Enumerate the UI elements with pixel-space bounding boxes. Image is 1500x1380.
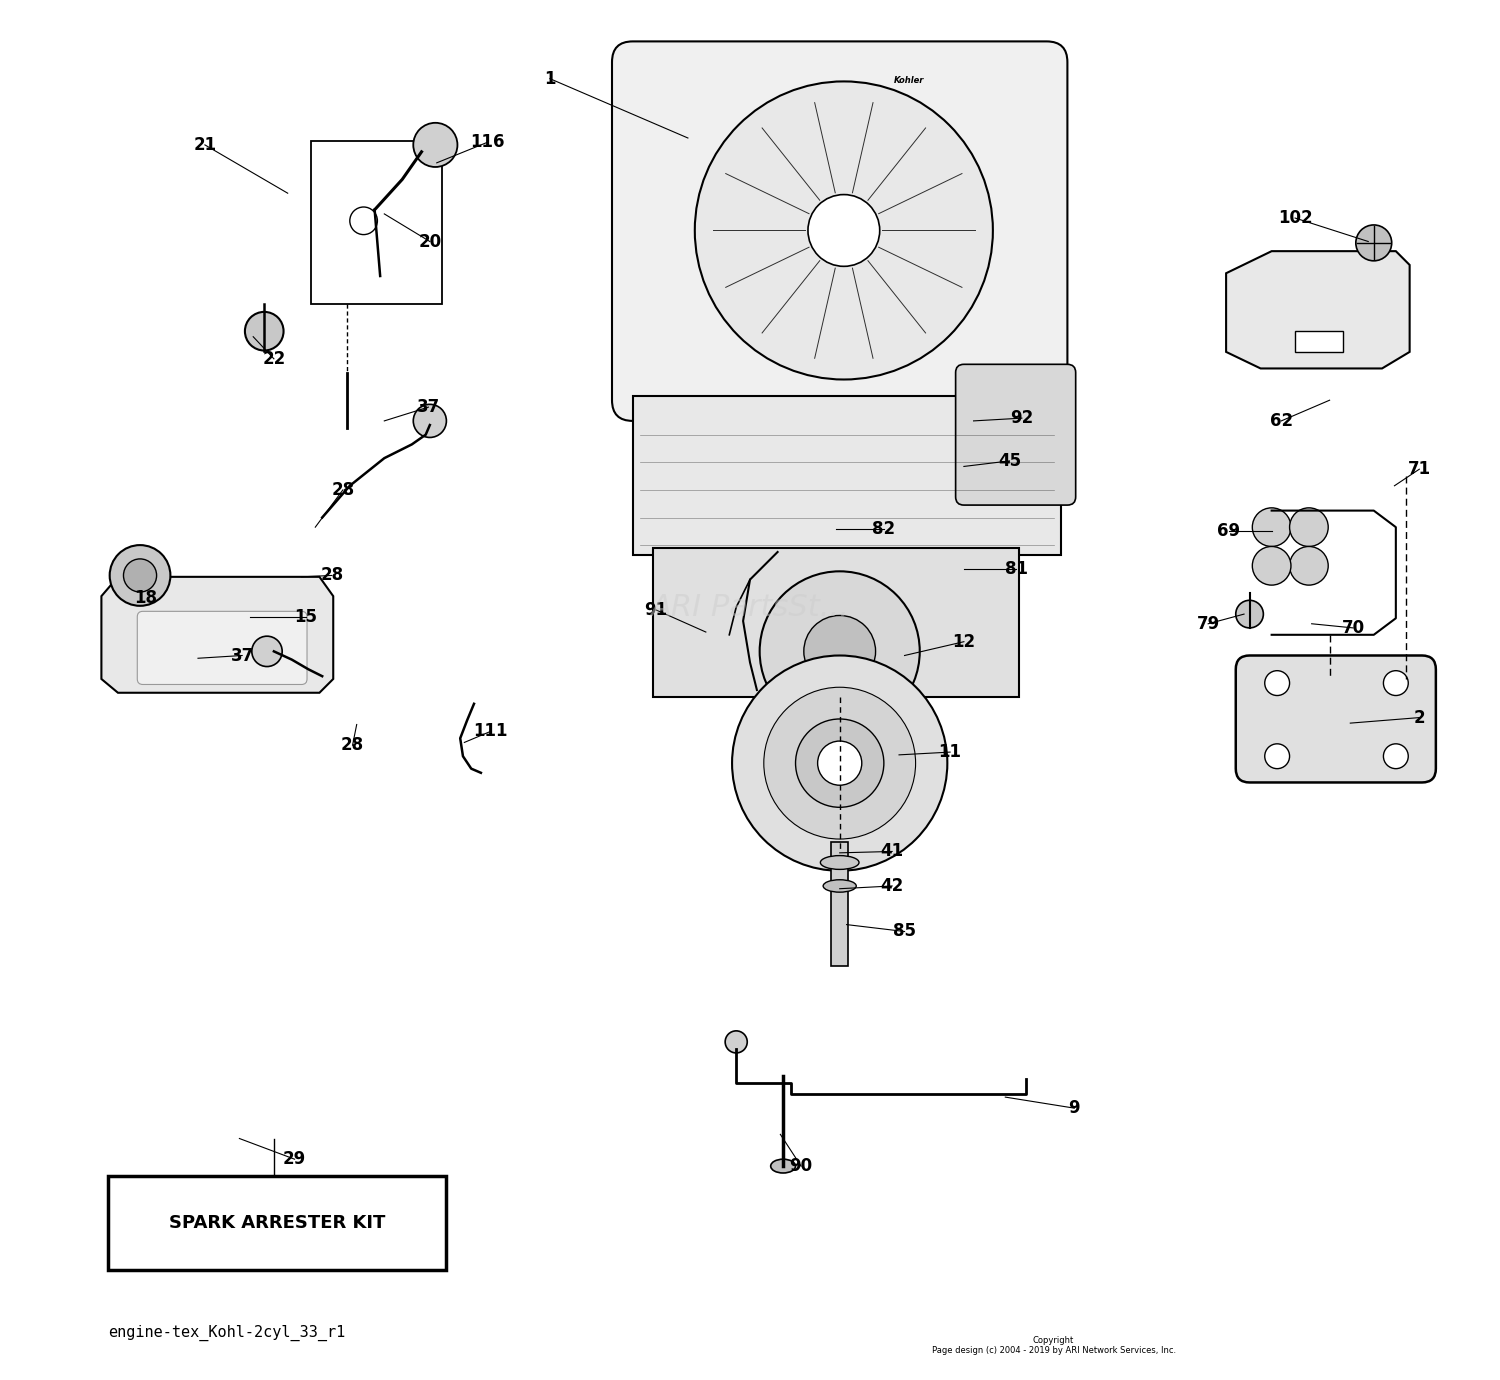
Circle shape (694, 81, 993, 380)
Circle shape (759, 571, 920, 731)
Circle shape (1290, 546, 1328, 585)
Text: 102: 102 (1278, 208, 1312, 228)
Ellipse shape (821, 856, 860, 869)
Text: 45: 45 (998, 451, 1022, 471)
Circle shape (252, 636, 282, 667)
Text: 15: 15 (294, 607, 316, 627)
FancyBboxPatch shape (138, 611, 308, 684)
Circle shape (244, 312, 284, 351)
Text: SPARK ARRESTER KIT: SPARK ARRESTER KIT (170, 1213, 386, 1232)
FancyBboxPatch shape (831, 842, 848, 966)
Text: 90: 90 (789, 1156, 813, 1176)
Text: 11: 11 (939, 742, 962, 762)
Circle shape (1264, 744, 1290, 769)
Circle shape (414, 123, 458, 167)
Circle shape (1252, 546, 1292, 585)
Polygon shape (1294, 331, 1344, 352)
Circle shape (1383, 744, 1408, 769)
Text: 42: 42 (880, 876, 904, 896)
Text: 29: 29 (284, 1150, 306, 1169)
Text: 22: 22 (262, 349, 285, 368)
Circle shape (1236, 600, 1263, 628)
Text: 81: 81 (1005, 559, 1028, 578)
Text: 2: 2 (1413, 708, 1425, 727)
FancyBboxPatch shape (633, 396, 1060, 555)
Text: 71: 71 (1407, 460, 1431, 479)
Text: 92: 92 (1010, 408, 1034, 428)
FancyBboxPatch shape (108, 1176, 447, 1270)
Text: 20: 20 (419, 232, 441, 251)
Text: 12: 12 (952, 632, 975, 651)
Circle shape (724, 1031, 747, 1053)
Text: Kohler: Kohler (894, 76, 924, 84)
Circle shape (808, 195, 879, 266)
Text: 18: 18 (134, 588, 158, 607)
Circle shape (414, 404, 447, 437)
Circle shape (1383, 671, 1408, 696)
Circle shape (1264, 671, 1290, 696)
Circle shape (818, 741, 862, 785)
Text: 111: 111 (474, 722, 508, 741)
Text: 28: 28 (340, 736, 364, 755)
Text: 62: 62 (1269, 411, 1293, 431)
Circle shape (1356, 225, 1392, 261)
Circle shape (110, 545, 171, 606)
Circle shape (1252, 508, 1292, 546)
Circle shape (732, 656, 948, 871)
Circle shape (1290, 508, 1328, 546)
Text: engine-tex_Kohl-2cyl_33_r1: engine-tex_Kohl-2cyl_33_r1 (108, 1325, 345, 1341)
Circle shape (804, 615, 876, 687)
Text: 116: 116 (471, 132, 506, 152)
Text: 1: 1 (544, 69, 555, 88)
FancyBboxPatch shape (1236, 656, 1436, 782)
Text: 28: 28 (332, 480, 354, 500)
Text: 79: 79 (1197, 614, 1219, 633)
FancyBboxPatch shape (612, 41, 1068, 421)
FancyBboxPatch shape (956, 364, 1076, 505)
Text: 37: 37 (231, 646, 254, 665)
Circle shape (764, 687, 915, 839)
Text: 82: 82 (873, 519, 895, 538)
Circle shape (795, 719, 883, 807)
Ellipse shape (771, 1159, 795, 1173)
FancyBboxPatch shape (654, 548, 1018, 697)
Circle shape (350, 207, 378, 235)
Circle shape (123, 559, 156, 592)
Text: 9: 9 (1068, 1098, 1080, 1118)
Text: 91: 91 (645, 600, 668, 620)
Polygon shape (102, 577, 333, 693)
Text: 28: 28 (321, 566, 344, 585)
Polygon shape (1226, 251, 1410, 368)
Text: 37: 37 (417, 397, 440, 417)
Text: ARI PartsSt...: ARI PartsSt... (651, 592, 849, 622)
Text: Copyright
Page design (c) 2004 - 2019 by ARI Network Services, Inc.: Copyright Page design (c) 2004 - 2019 by… (932, 1336, 1176, 1355)
Text: 70: 70 (1341, 618, 1365, 638)
Text: 85: 85 (892, 922, 916, 941)
Text: 21: 21 (194, 135, 216, 155)
Text: 41: 41 (880, 842, 903, 861)
Ellipse shape (824, 880, 856, 893)
Text: 69: 69 (1218, 522, 1240, 541)
